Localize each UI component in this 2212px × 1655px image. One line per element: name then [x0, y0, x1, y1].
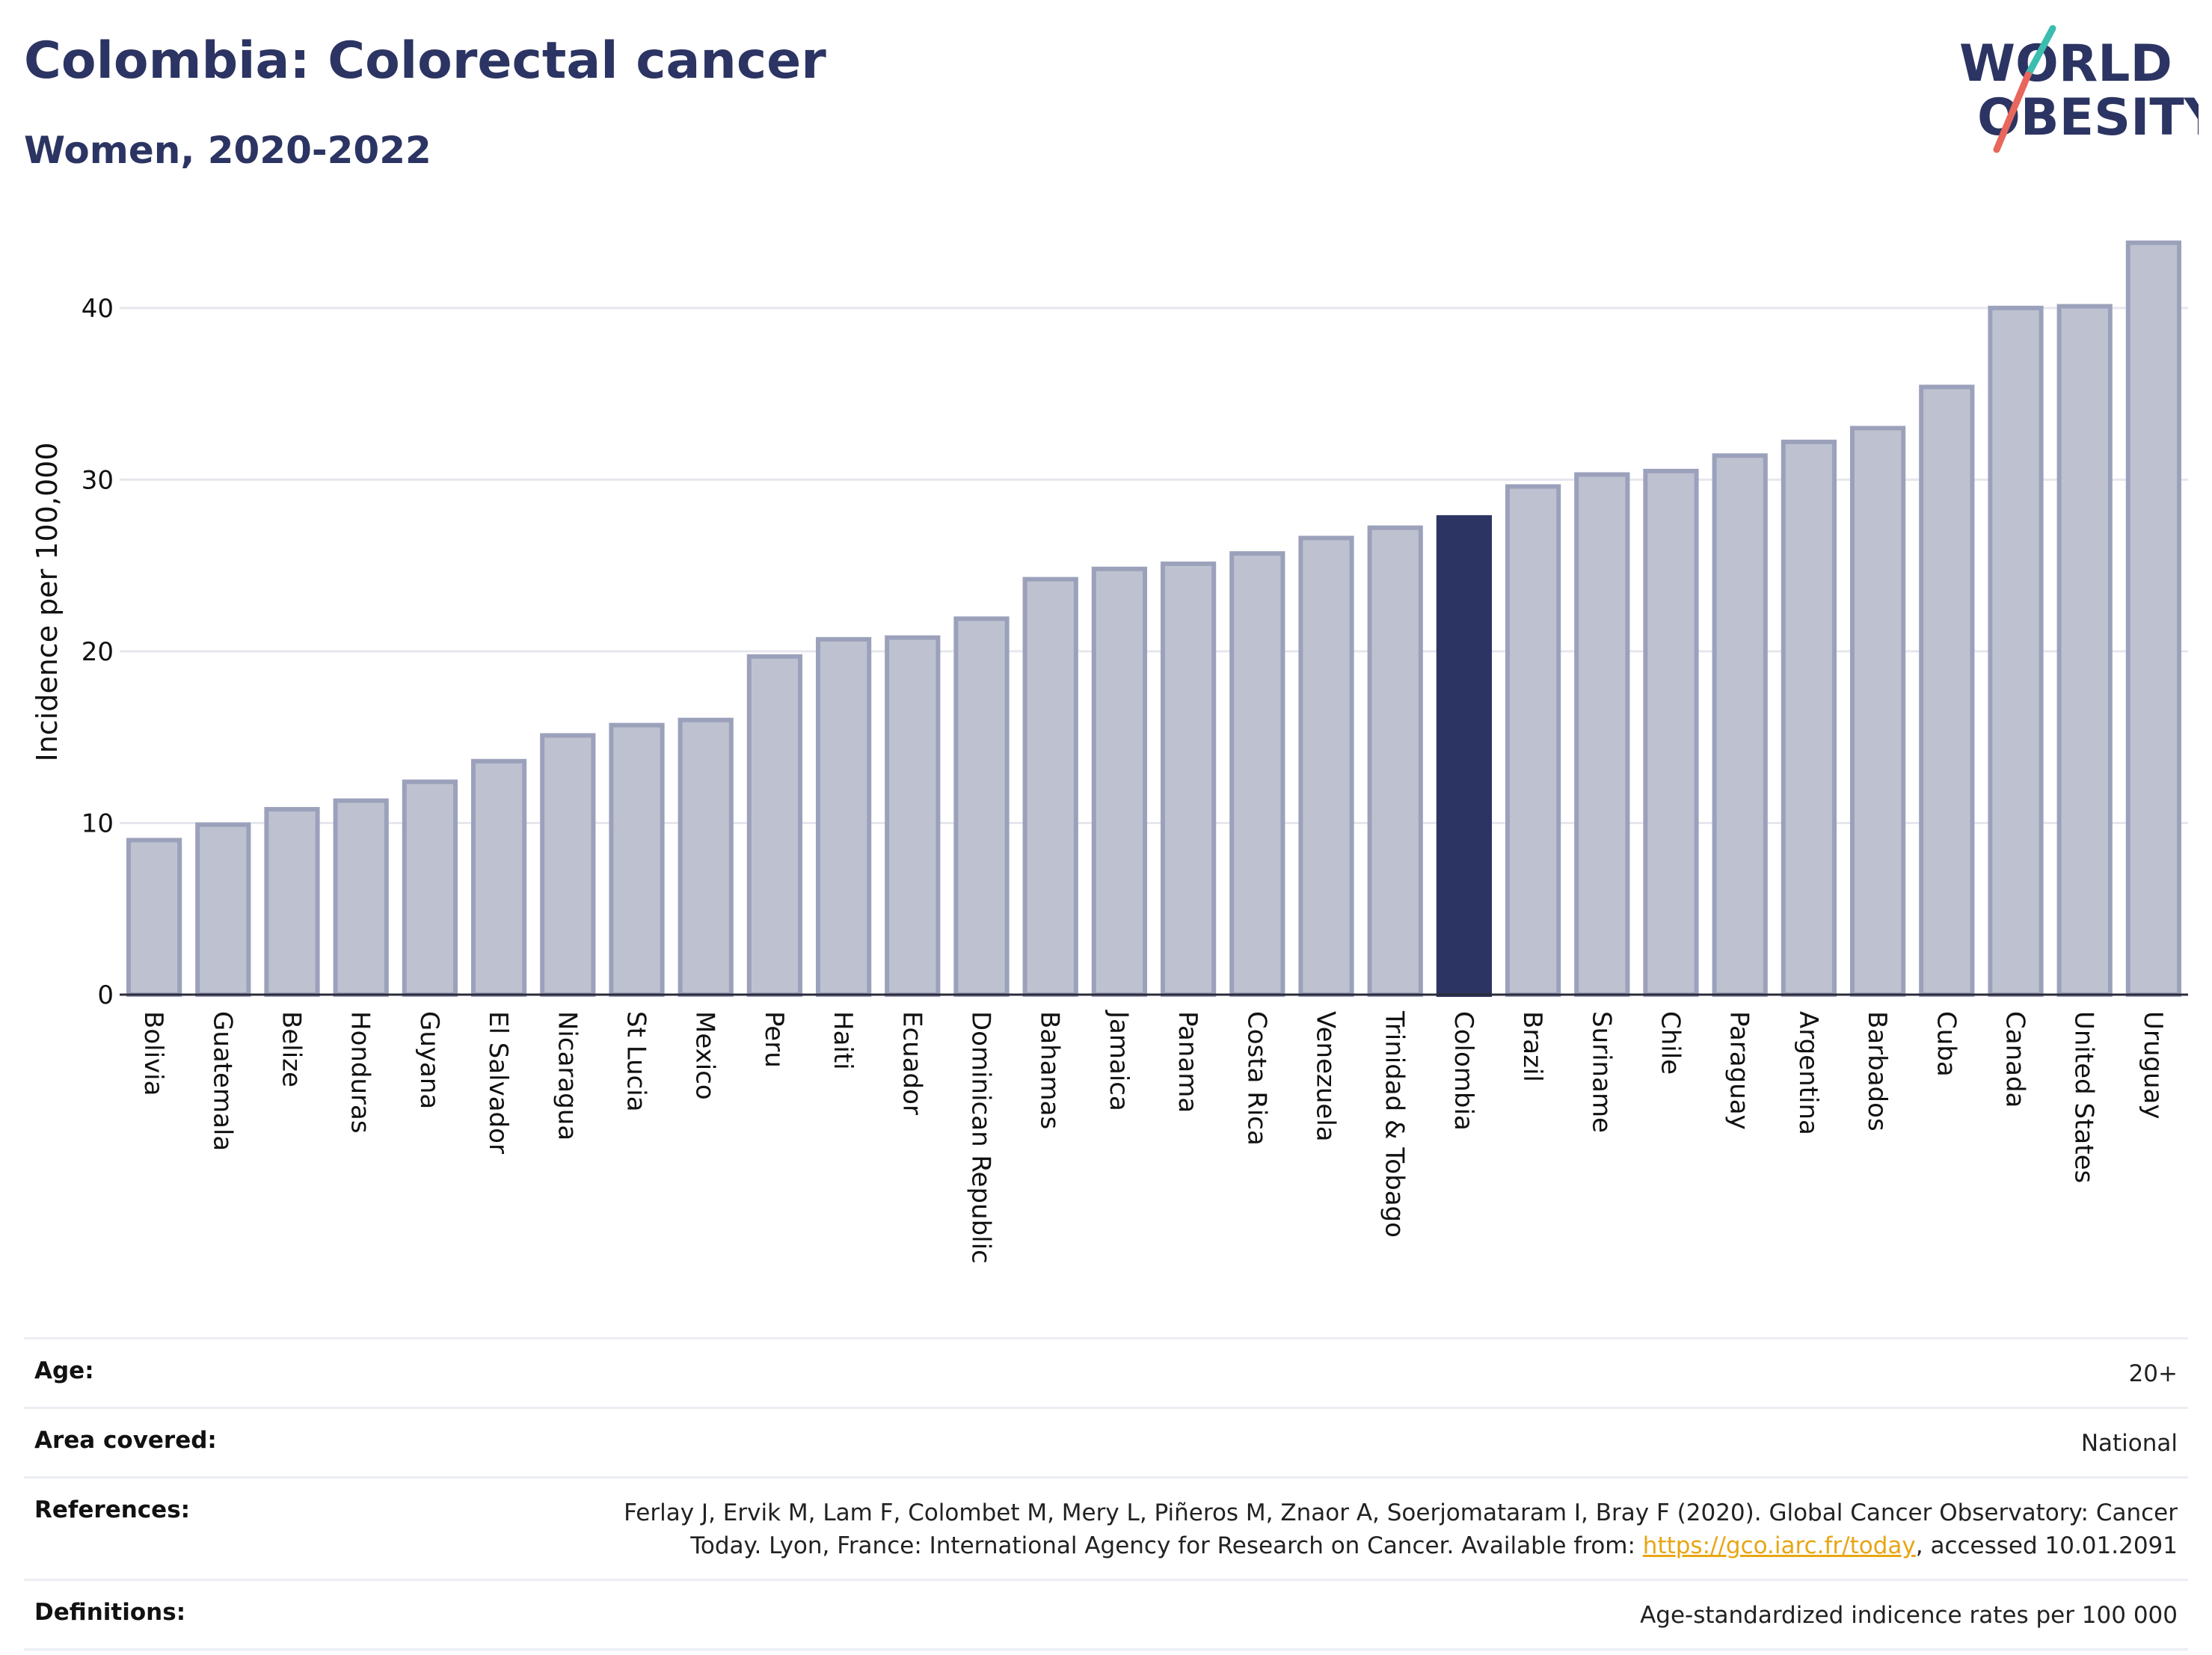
x-tick-label: Guatemala [207, 1011, 237, 1151]
references-label: References: [34, 1496, 191, 1523]
bar-colombia [1436, 515, 1493, 997]
bar-brazil [1505, 484, 1561, 997]
x-tick-label: Trinidad & Tobago [1380, 1010, 1410, 1238]
chart-title: Colombia: Colorectal cancer [24, 31, 826, 90]
area-value: National [2080, 1430, 2178, 1457]
references-text-1: Ferlay J, Ervik M, Lam F, Colombet M, Me… [624, 1499, 2178, 1526]
y-tick-label: 40 [82, 294, 114, 324]
x-tick-label: Venezuela [1311, 1011, 1341, 1142]
logo-line-2: OBESITY [1977, 88, 2199, 147]
x-tick-label: Canada [2000, 1011, 2030, 1108]
bar-uruguay [2125, 240, 2182, 998]
definitions-label: Definitions: [34, 1599, 186, 1626]
x-tick-label: Mexico [690, 1011, 720, 1100]
x-tick-label: Bahamas [1035, 1011, 1065, 1129]
x-tick-label: El Salvador [483, 1011, 513, 1154]
references-value: Ferlay J, Ervik M, Lam F, Colombet M, Me… [348, 1496, 2178, 1562]
x-tick-label: United States [2069, 1011, 2099, 1183]
bar-barbados [1849, 426, 1906, 997]
x-tick-label: Chile [1656, 1011, 1686, 1075]
bar-haiti [815, 636, 872, 997]
meta-row-definitions: Definitions: Age-standardized indicence … [24, 1579, 2188, 1651]
bar-chart: 0 10 20 30 40 Bolivia Guatemala Belize Honduras… [31, 240, 2188, 1264]
bar-costa-rica [1229, 551, 1285, 997]
x-tick-label: Haiti [828, 1011, 858, 1070]
x-tick-label: Bolivia [138, 1011, 168, 1096]
y-tick-label: 0 [97, 980, 114, 1010]
bar-nicaragua [540, 733, 596, 997]
x-tick-label: St Lucia [621, 1011, 651, 1112]
y-axis-label: Incidence per 100,000 [31, 442, 64, 761]
bar-jamaica [1091, 566, 1148, 997]
y-tick-labels: 0 10 20 30 40 [82, 294, 114, 1010]
bars [126, 240, 2182, 998]
meta-row-references: References: Ferlay J, Ervik M, Lam F, Co… [24, 1476, 2188, 1579]
x-tick-label: Uruguay [2138, 1011, 2168, 1120]
x-tick-label: Ecuador [897, 1011, 927, 1115]
references-link[interactable]: https://gco.iarc.fr/today [1642, 1532, 1916, 1559]
x-tick-label: Argentina [1793, 1011, 1823, 1135]
bar-trinidad-tobago [1367, 525, 1423, 997]
logo-slash-red [1993, 71, 2032, 153]
y-tick-label: 10 [82, 808, 114, 838]
bar-dominican-republic [953, 616, 1010, 998]
y-tick-label: 30 [82, 465, 114, 495]
bar-cuba [1919, 384, 1975, 997]
x-tick-label: Honduras [345, 1011, 375, 1134]
bar-suriname [1574, 472, 1630, 997]
logo-line-1: WORLD [1959, 34, 2172, 93]
chart-subtitle: Women, 2020-2022 [24, 129, 431, 172]
bar-st-lucia [609, 722, 665, 997]
x-tick-label: Dominican Republic [966, 1011, 996, 1264]
gridlines [120, 307, 2188, 824]
x-tick-label: Peru [759, 1011, 789, 1068]
x-tick-label: Panama [1173, 1011, 1202, 1113]
references-text-3: , accessed 10.01.2091 [1915, 1532, 2178, 1559]
bar-el-salvador [470, 758, 527, 997]
x-tick-label: Nicaragua [552, 1011, 582, 1140]
definitions-value: Age-standardized indicence rates per 100… [1640, 1602, 2178, 1629]
bar-honduras [333, 798, 389, 997]
meta-row-age: Age: 20+ [24, 1337, 2188, 1407]
area-label: Area covered: [34, 1427, 217, 1454]
bar-venezuela [1298, 535, 1354, 997]
x-tick-label: Costa Rica [1241, 1011, 1271, 1146]
x-tick-label: Cuba [1931, 1011, 1961, 1077]
x-tick-label: Brazil [1517, 1011, 1547, 1082]
age-label: Age: [34, 1357, 94, 1384]
logo-slash-teal [2024, 25, 2056, 79]
x-tick-label: Barbados [1862, 1011, 1892, 1132]
bar-belize [264, 807, 320, 998]
bar-mexico [678, 717, 734, 998]
bar-bahamas [1022, 577, 1078, 997]
bar-argentina [1781, 439, 1837, 997]
bar-bolivia [126, 838, 182, 997]
bar-ecuador [885, 635, 941, 998]
metadata-table: Age: 20+ Area covered: National Referenc… [24, 1337, 2188, 1651]
x-tick-label: Guyana [414, 1011, 444, 1109]
world-obesity-logo: WORLD OBESITY [1959, 25, 2199, 153]
x-tick-label: Belize [277, 1011, 307, 1087]
meta-row-area: Area covered: National [24, 1407, 2188, 1476]
y-tick-label: 20 [82, 637, 114, 667]
bar-guatemala [195, 822, 251, 997]
x-tick-label: Suriname [1586, 1011, 1616, 1133]
bar-chile [1643, 468, 1699, 997]
references-text-2: Today. Lyon, France: International Agenc… [690, 1532, 1643, 1559]
x-tick-label: Colombia [1448, 1011, 1478, 1131]
bar-guyana [402, 779, 458, 997]
bar-peru [746, 654, 803, 998]
bar-united-states [2056, 304, 2113, 998]
bar-canada [1988, 305, 2044, 997]
age-value: 20+ [2128, 1360, 2178, 1387]
x-tick-label: Jamaica [1104, 1010, 1134, 1111]
bar-panama [1160, 561, 1217, 997]
x-tick-label: Paraguay [1724, 1011, 1754, 1130]
x-tick-labels: Bolivia Guatemala Belize Honduras Guyana El S… [138, 1010, 2168, 1264]
bar-paraguay [1712, 453, 1768, 997]
